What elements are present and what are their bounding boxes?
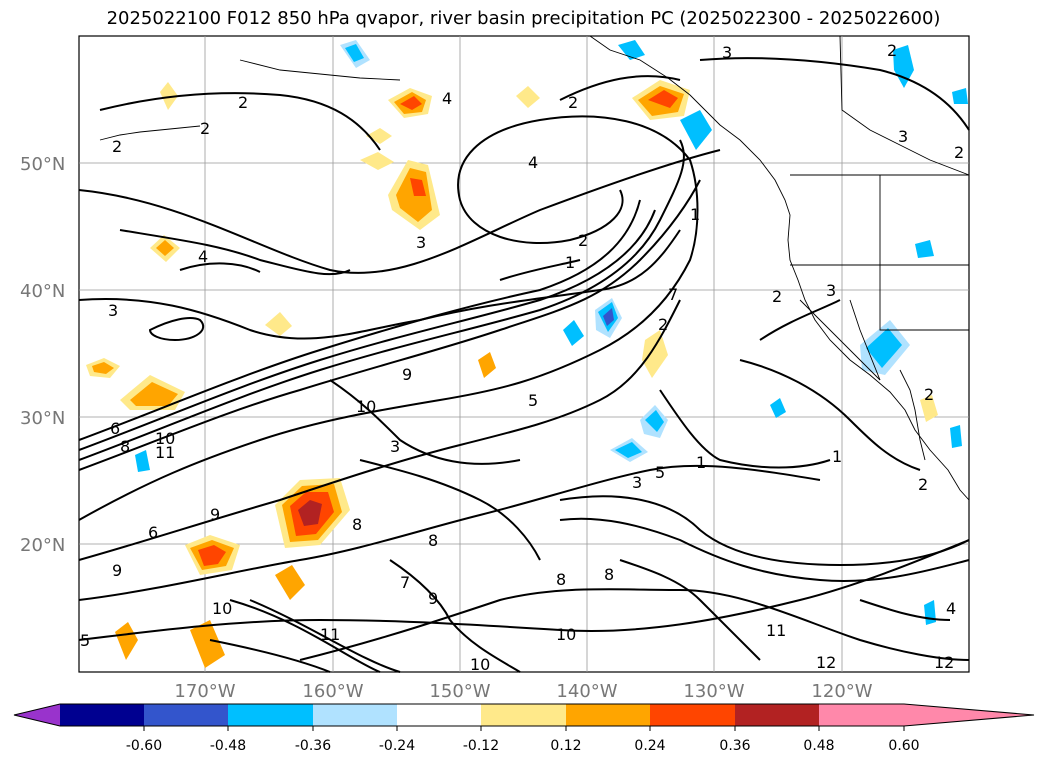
colorbar-segments [60,704,904,726]
contour-labels: 2 2 4 2 3 2 4 2 3 4 3 3 1 2 1 7 2 2 3 2 … [80,41,964,674]
colorbar-tick-label: -0.24 [379,738,415,754]
contour-label: 3 [722,43,732,62]
contour-label: 2 [658,315,668,334]
contour-label: 6 [110,419,120,438]
contour-label: 2 [772,287,782,306]
colorbar-segment [735,704,819,726]
colorbar-segment [397,704,481,726]
contour-label: 11 [320,625,340,644]
contour-label: 10 [212,599,232,618]
lon-label-120w: 120°W [811,681,872,702]
contour-label: 5 [528,391,538,410]
contour-label: 12 [934,653,954,672]
contour-label: 9 [210,505,220,524]
colorbar-segment [481,704,566,726]
lon-label-170w: 170°W [174,681,235,702]
contour-label: 4 [198,247,208,266]
contour-label: 8 [428,531,438,550]
contour-label: 2 [568,93,578,112]
latitude-labels: 50°N 40°N 30°N 20°N [20,154,65,556]
contour-label: 3 [826,281,836,300]
colorbar-segment [566,704,650,726]
colorbar-segment [144,704,228,726]
contour-label: 1 [696,453,706,472]
colorbar-tick-label: -0.12 [463,738,499,754]
contour-label: 10 [556,625,576,644]
contour-label: 10 [470,655,490,674]
contour-label: 5 [80,631,90,650]
qvapor-contours [78,57,970,673]
colorbar-segment [650,704,735,726]
contour-label: 4 [528,153,538,172]
colorbar-tick-labels: -0.60 -0.48 -0.36 -0.24 -0.12 0.12 0.24 … [126,738,920,754]
colorbar-extend-max [904,704,1034,726]
contour-label: 3 [108,301,118,320]
contour-label: 10 [356,397,376,416]
contour-label: 8 [556,570,566,589]
contour-label: 2 [887,41,897,60]
contour-label: 2 [924,385,934,404]
colorbar-ticks [143,726,905,731]
lat-label-50n: 50°N [20,154,65,175]
contour-label: 9 [402,365,412,384]
colorbar-tick-label: 0.12 [550,738,581,754]
contour-label: 10 [155,429,175,448]
contour-label: 12 [816,653,836,672]
contour-label: 3 [416,233,426,252]
colorbar-tick-label: 0.36 [719,738,750,754]
contour-label: 9 [428,589,438,608]
colorbar-tick-label: -0.36 [295,738,331,754]
colorbar-tick-label: 0.48 [803,738,834,754]
colorbar-tick-label: 0.60 [888,738,919,754]
coastlines [99,35,970,501]
contour-label: 2 [954,143,964,162]
map-panel: 2 2 4 2 3 2 4 2 3 4 3 3 1 2 1 7 2 2 3 2 … [78,35,970,674]
graticule [79,36,969,672]
contour-label: 2 [578,231,588,250]
lat-label-20n: 20°N [20,535,65,556]
contour-label: 11 [155,443,175,462]
contour-label: 2 [238,93,248,112]
contour-label: 3 [898,127,908,146]
contour-label: 3 [632,473,642,492]
contour-label: 1 [832,447,842,466]
colorbar: -0.60 -0.48 -0.36 -0.24 -0.12 0.12 0.24 … [13,703,1035,754]
colorbar-extend-min [14,704,60,726]
lon-label-160w: 160°W [302,681,363,702]
contour-label: 8 [120,437,130,456]
contour-label: 7 [668,285,678,304]
colorbar-tick-label: 0.24 [634,738,665,754]
colorbar-segment [228,704,313,726]
colorbar-segment [819,704,904,726]
map-title: 2025022100 F012 850 hPa qvapor, river ba… [106,8,941,29]
lat-label-40n: 40°N [20,281,65,302]
longitude-labels: 170°W 160°W 150°W 140°W 130°W 120°W [174,681,872,702]
lat-label-30n: 30°N [20,408,65,429]
lon-label-150w: 150°W [429,681,490,702]
lon-label-140w: 140°W [556,681,617,702]
contour-label: 1 [690,205,700,224]
contour-label: 6 [148,523,158,542]
colorbar-tick-label: -0.60 [126,738,162,754]
contour-label: 8 [352,515,362,534]
contour-label: 2 [918,475,928,494]
contour-label: 4 [442,89,452,108]
contour-label: 2 [200,119,210,138]
contour-label: 2 [112,137,122,156]
contour-label: 4 [946,599,956,618]
colorbar-tick-label: -0.48 [210,738,246,754]
contour-label: 8 [604,565,614,584]
contour-label: 5 [655,463,665,482]
contour-label: 1 [565,253,575,272]
colorbar-segment [60,704,144,726]
contour-label: 3 [390,437,400,456]
contour-label: 9 [112,561,122,580]
colorbar-segment [313,704,397,726]
contour-label: 11 [766,621,786,640]
contour-label: 7 [400,573,410,592]
lon-label-130w: 130°W [683,681,744,702]
